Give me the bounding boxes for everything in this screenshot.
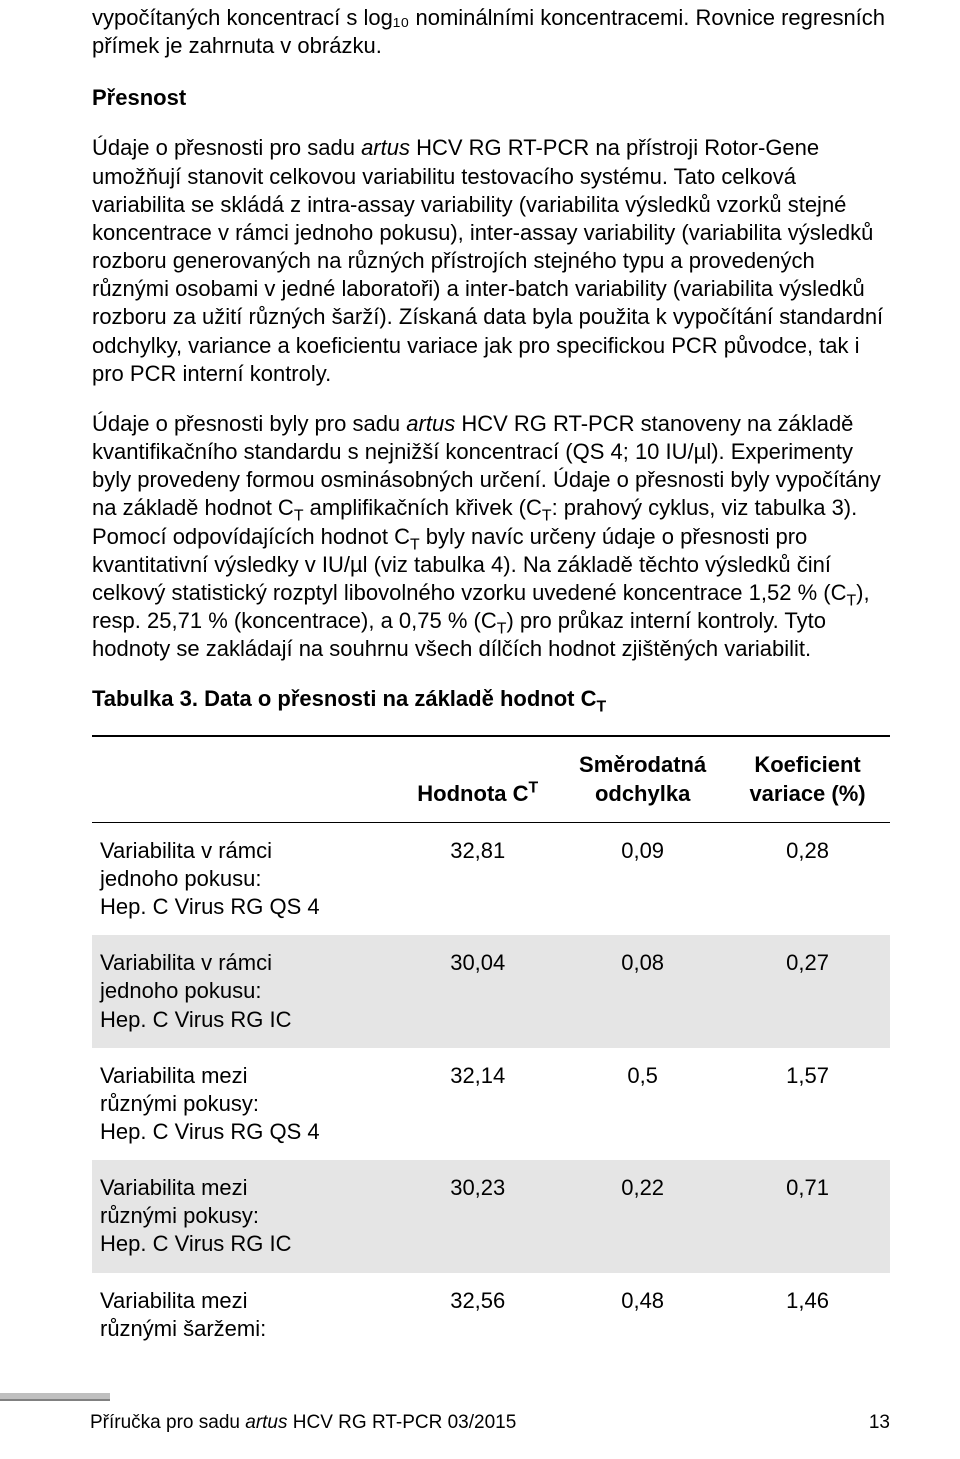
table-row: Variabilita mezi různými pokusy: Hep. C … — [92, 1048, 890, 1160]
row-label: Variabilita v rámci jednoho pokusu: Hep.… — [92, 935, 395, 1047]
page-footer: Příručka pro sadu artus HCV RG RT-PCR 03… — [90, 1411, 890, 1435]
col-header-koeficient-variace: Koeficient variace (%) — [725, 736, 890, 822]
text: HCV RG RT-PCR 03/2015 — [288, 1412, 517, 1433]
footer-decorative-bar — [0, 1393, 110, 1401]
subscript-T: T — [294, 508, 304, 525]
cell-value: 0,71 — [725, 1160, 890, 1272]
cell-value: 0,09 — [560, 822, 725, 935]
artus-italic: artus — [361, 135, 410, 160]
precision-table-3: Hodnota CT Směrodatná odchylka Koeficien… — [92, 735, 890, 1357]
precision-paragraph-2: Údaje o přesnosti byly pro sadu artus HC… — [92, 410, 890, 663]
subscript-T: T — [596, 699, 606, 716]
text: Údaje o přesnosti pro sadu — [92, 135, 361, 160]
text: Hep. C Virus RG IC — [100, 1231, 292, 1256]
text: Hodnota C — [417, 781, 528, 806]
cell-value: 1,46 — [725, 1273, 890, 1357]
table-row: Variabilita v rámci jednoho pokusu: Hep.… — [92, 935, 890, 1047]
artus-italic: artus — [245, 1412, 287, 1433]
text: Příručka pro sadu — [90, 1412, 245, 1433]
text: různými pokusy: — [100, 1091, 259, 1116]
superscript-T: T — [529, 779, 539, 796]
row-label: Variabilita mezi různými pokusy: Hep. C … — [92, 1048, 395, 1160]
text: variace (%) — [749, 781, 865, 806]
cell-value: 0,22 — [560, 1160, 725, 1272]
text: Variabilita mezi — [100, 1175, 248, 1200]
document-page: vypočítaných koncentrací s log₁₀ nominál… — [0, 4, 960, 1459]
cell-value: 0,27 — [725, 935, 890, 1047]
cell-value: 30,04 — [395, 935, 560, 1047]
subscript-T: T — [542, 508, 552, 525]
text: Variabilita v rámci — [100, 950, 272, 975]
text: amplifikačních křivek (C — [304, 495, 542, 520]
text: jednoho pokusu: — [100, 978, 261, 1003]
intro-paragraph: vypočítaných koncentrací s log₁₀ nominál… — [92, 4, 890, 60]
text: Koeficient — [754, 752, 860, 777]
text: různými pokusy: — [100, 1203, 259, 1228]
row-label: Variabilita mezi různými šaržemi: — [92, 1273, 395, 1357]
text: Variabilita mezi — [100, 1063, 248, 1088]
text: Údaje o přesnosti byly pro sadu — [92, 411, 406, 436]
text: Hep. C Virus RG QS 4 — [100, 1119, 320, 1144]
text: HCV RG RT-PCR na přístroji Rotor-Gene um… — [92, 135, 883, 385]
cell-value: 0,48 — [560, 1273, 725, 1357]
text: různými šaržemi: — [100, 1316, 266, 1341]
col-header-hodnota-ct: Hodnota CT — [395, 736, 560, 822]
cell-value: 32,81 — [395, 822, 560, 935]
cell-value: 0,5 — [560, 1048, 725, 1160]
col-header-empty — [92, 736, 395, 822]
cell-value: 0,08 — [560, 935, 725, 1047]
text: Variabilita mezi — [100, 1288, 248, 1313]
text: Variabilita v rámci — [100, 838, 272, 863]
text: Tabulka 3. Data o přesnosti na základě h… — [92, 686, 596, 711]
cell-value: 32,14 — [395, 1048, 560, 1160]
artus-italic: artus — [406, 411, 455, 436]
page-number: 13 — [869, 1411, 890, 1435]
text: odchylka — [595, 781, 690, 806]
subscript-T: T — [846, 592, 856, 609]
section-heading-presnost: Přesnost — [92, 84, 890, 112]
table-row: Variabilita v rámci jednoho pokusu: Hep.… — [92, 822, 890, 935]
table-row: Variabilita mezi různými šaržemi: 32,56 … — [92, 1273, 890, 1357]
table-3-caption: Tabulka 3. Data o přesnosti na základě h… — [92, 685, 890, 713]
precision-paragraph-1: Údaje o přesnosti pro sadu artus HCV RG … — [92, 134, 890, 387]
cell-value: 1,57 — [725, 1048, 890, 1160]
cell-value: 0,28 — [725, 822, 890, 935]
footer-left: Příručka pro sadu artus HCV RG RT-PCR 03… — [90, 1411, 516, 1435]
table-header-row: Hodnota CT Směrodatná odchylka Koeficien… — [92, 736, 890, 822]
row-label: Variabilita mezi různými pokusy: Hep. C … — [92, 1160, 395, 1272]
subscript-T: T — [497, 620, 507, 637]
col-header-smerodatna-odchylka: Směrodatná odchylka — [560, 736, 725, 822]
text: Směrodatná — [579, 752, 706, 777]
cell-value: 30,23 — [395, 1160, 560, 1272]
text: jednoho pokusu: — [100, 866, 261, 891]
text: Hep. C Virus RG IC — [100, 1007, 292, 1032]
table-row: Variabilita mezi různými pokusy: Hep. C … — [92, 1160, 890, 1272]
row-label: Variabilita v rámci jednoho pokusu: Hep.… — [92, 822, 395, 935]
subscript-T: T — [410, 536, 420, 553]
cell-value: 32,56 — [395, 1273, 560, 1357]
text: Hep. C Virus RG QS 4 — [100, 894, 320, 919]
